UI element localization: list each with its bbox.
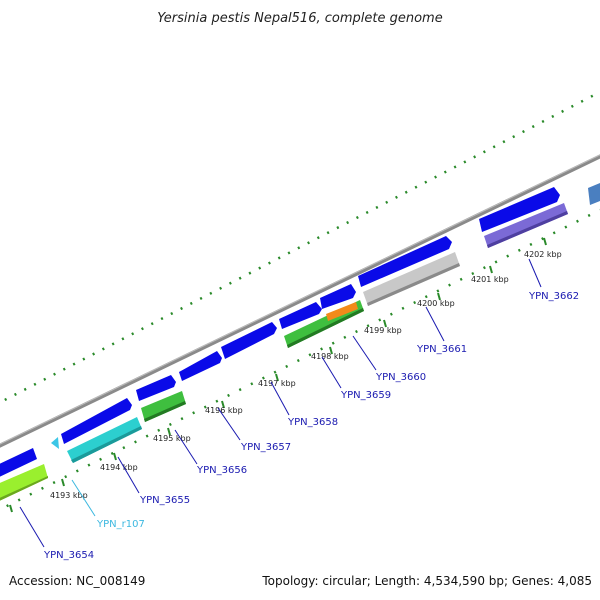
tick-labels: 4193 kbp 4194 kbp 4195 kbp 4196 kbp 4197… [50, 250, 562, 500]
inner-dotted-ruler [0, 208, 600, 511]
gene-YPN_3654-shade [0, 476, 48, 501]
major-tick [61, 478, 65, 487]
cds-arrow [320, 284, 356, 309]
gene-offscreen [588, 183, 600, 205]
gene-label-YPN_3659: YPN_3659 [340, 390, 391, 401]
leader-line [425, 306, 445, 342]
label-leaders [19, 258, 542, 548]
gene-label-YPN_r107: YPN_r107 [96, 519, 145, 530]
gene-labels: YPN_3654 YPN_r107 YPN_3655 YPN_3656 YPN_… [43, 291, 579, 561]
tick-label: 4197 kbp [258, 379, 296, 388]
tick-label: 4200 kbp [417, 299, 455, 308]
major-tick [275, 373, 279, 382]
gene-YPN_3659-shade [287, 308, 364, 348]
leader-line [174, 429, 198, 465]
tick-label: 4195 kbp [153, 434, 191, 443]
genome-backbone [0, 154, 600, 448]
tick-label: 4199 kbp [364, 326, 402, 335]
leader-line [528, 258, 542, 288]
leader-line [71, 479, 96, 517]
gene-label-YPN_3656: YPN_3656 [196, 465, 247, 476]
leader-line [217, 407, 241, 441]
gene-YPN_3655-shade [71, 426, 142, 463]
reverse-strand [0, 183, 600, 501]
cds-arrow [221, 322, 277, 359]
major-tick [329, 346, 333, 355]
major-tick [221, 400, 225, 409]
gene-label-YPN_3662: YPN_3662 [528, 291, 579, 302]
tick-label: 4201 kbp [471, 275, 509, 284]
gene-label-YPN_3661: YPN_3661 [416, 344, 467, 355]
cds-arrow [61, 398, 132, 444]
gene-label-YPN_3654: YPN_3654 [43, 550, 94, 561]
tick-label: 4193 kbp [50, 491, 88, 500]
gene-YPN_3656 [141, 391, 186, 422]
tick-label: 4202 kbp [524, 250, 562, 259]
forward-strand [0, 187, 560, 477]
cds-arrow [479, 187, 560, 232]
cds-arrow [358, 236, 452, 287]
tick-label: 4196 kbp [205, 406, 243, 415]
major-tick [437, 292, 441, 301]
cds-arrow [179, 351, 222, 381]
gene-YPN_3655 [67, 417, 142, 463]
gene-label-YPN_3658: YPN_3658 [287, 417, 338, 428]
map-title: Yersinia pestis Nepal516, complete genom… [157, 11, 442, 26]
major-tick [167, 427, 171, 436]
gene-label-YPN_3657: YPN_3657 [240, 442, 291, 453]
major-tick [113, 452, 117, 461]
topology-text: Topology: circular; Length: 4,534,590 bp… [262, 574, 592, 588]
gene-YPN_r107 [51, 437, 59, 449]
outer-dotted-ruler [0, 90, 600, 404]
tick-label: 4198 kbp [311, 352, 349, 361]
leader-line [19, 506, 45, 548]
major-tick [383, 319, 387, 328]
major-ticks [9, 237, 547, 513]
cds-arrow [279, 302, 322, 329]
gene-YPN_3662-shade [487, 211, 568, 248]
major-tick [543, 237, 547, 246]
genome-backbone-highlight [0, 154, 600, 445]
gene-YPN_3661 [363, 252, 460, 306]
cds-arrow [0, 448, 37, 477]
leader-line [352, 335, 377, 371]
gene-YPN_3662 [484, 203, 568, 248]
gene-label-YPN_3660: YPN_3660 [375, 372, 426, 383]
gene-label-YPN_3655: YPN_3655 [139, 495, 190, 506]
gene-YPN_3661-shade [367, 263, 460, 306]
leader-line [321, 356, 342, 389]
cds-arrow [136, 375, 176, 401]
major-tick [489, 265, 493, 274]
gene-YPN_3656-shade [144, 401, 186, 422]
accession-text: Accession: NC_008149 [9, 574, 146, 588]
leader-line [270, 381, 290, 416]
gene-YPN_3654 [0, 464, 48, 501]
major-tick [9, 504, 13, 513]
gene-YPN_3660 [326, 302, 358, 321]
tick-label: 4194 kbp [100, 463, 138, 472]
leader-line [117, 456, 140, 494]
